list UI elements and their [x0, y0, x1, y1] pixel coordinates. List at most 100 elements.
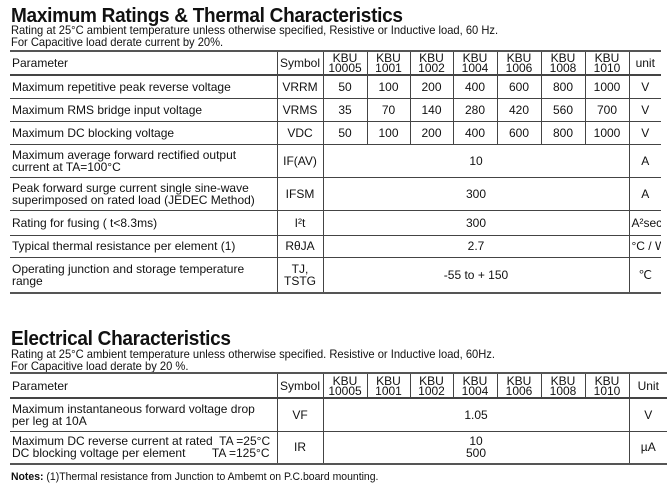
row-value: 100 — [366, 121, 411, 145]
header-row: Parameter Symbol KBU 10005 KBU 1001 KBU 1002 KBU… — [10, 50, 661, 76]
row-unit: V — [628, 75, 661, 99]
header-model: KBU 1006 — [496, 50, 542, 76]
notes: Notes: (1)Thermal resistance from Juncti… — [11, 471, 378, 483]
header-model: KBU 10005 — [322, 50, 368, 76]
model-number: 1008 — [549, 61, 577, 75]
table-row: Rating for fusing ( t<8.3ms) I²t 300 A²sec — [10, 210, 661, 236]
model-number: 1008 — [549, 383, 577, 398]
table-row: Typical thermal resistance per element (… — [10, 235, 661, 258]
header-model: KBU 1008 — [540, 50, 586, 76]
table-row: Maximum DC reverse current at rated TA =… — [10, 431, 667, 465]
row-value: 400 — [452, 121, 498, 145]
notes-text: (1)Thermal resistance from Junction to A… — [43, 471, 379, 483]
row-parameter: Maximum instantaneous forward voltage dr… — [10, 398, 278, 432]
row-parameter: Maximum average forward rectified output… — [10, 144, 278, 178]
row-symbol: VDC — [276, 121, 324, 145]
header-model: KBU 1010 — [584, 50, 630, 76]
model-prefix: KBU — [462, 51, 488, 65]
row-value: 50 — [322, 75, 368, 99]
row-value: 1000 — [584, 121, 630, 145]
row-unit: µA — [628, 431, 667, 465]
header-model: KBU 1010 — [584, 372, 630, 399]
row-unit: V — [628, 121, 661, 145]
model-number: 1006 — [505, 61, 533, 75]
row-symbol: RθJA — [276, 235, 324, 258]
model-prefix: KBU — [550, 373, 576, 388]
table-row: Operating junction and storage temperatu… — [10, 257, 661, 294]
electrical-subtitle-2: For Capacitive load derate by 20 %. — [11, 359, 189, 373]
row-unit: A — [628, 177, 661, 211]
row-symbol: VRMS — [276, 98, 324, 122]
model-number: 1004 — [461, 61, 489, 75]
row-value: 300 — [322, 177, 630, 211]
row-value: 200 — [409, 75, 454, 99]
model-number: 1010 — [593, 383, 621, 398]
header-parameter: Parameter — [10, 372, 278, 399]
header-model: KBU 1001 — [366, 372, 411, 399]
model-number: 1002 — [418, 383, 445, 398]
row-value: 140 — [409, 98, 454, 122]
row-parameter: Operating junction and storage temperatu… — [10, 257, 278, 294]
header-model: KBU 1008 — [540, 372, 586, 399]
row-parameter: Maximum RMS bridge input voltage — [10, 98, 278, 122]
header-symbol: Symbol — [276, 50, 324, 76]
header-symbol: Symbol — [276, 372, 324, 399]
row-value: 35 — [322, 98, 368, 122]
header-row: Parameter Symbol KBU 10005 KBU 1001 KBU 1002 KBU… — [10, 372, 667, 399]
row-symbol: TJ, TSTG — [276, 257, 324, 294]
model-number: 1001 — [375, 383, 402, 398]
electrical-table: Parameter Symbol KBU 10005 KBU 1001 KBU 1002 KBU… — [10, 372, 667, 465]
table-row: Maximum repetitive peak reverse voltage V… — [10, 75, 661, 99]
row-unit: V — [628, 98, 661, 122]
row-value: 800 — [540, 75, 586, 99]
model-number: 10005 — [328, 61, 362, 75]
row-symbol: I²t — [276, 210, 324, 236]
row-value: 420 — [496, 98, 542, 122]
row-parameter: Maximum DC reverse current at rated TA =… — [10, 431, 278, 465]
header-unit: Unit — [628, 372, 667, 399]
row-parameter: Rating for fusing ( t<8.3ms) — [10, 210, 278, 236]
row-value: 1000 — [584, 75, 630, 99]
row-value: 300 — [322, 210, 630, 236]
model-prefix: KBU — [332, 51, 358, 65]
row-value: 400 — [452, 75, 498, 99]
table-row: Maximum DC blocking voltage VDC 50 100 200 40… — [10, 121, 661, 145]
row-value: 600 — [496, 75, 542, 99]
row-symbol: IR — [276, 431, 324, 465]
notes-label: Notes: — [11, 471, 44, 483]
row-parameter: Typical thermal resistance per element (… — [10, 235, 278, 258]
row-symbol: IF(AV) — [276, 144, 324, 178]
header-model: KBU 10005 — [322, 372, 368, 399]
model-prefix: KBU — [550, 51, 576, 65]
header-unit: unit — [628, 50, 661, 76]
row-unit: ℃ — [628, 257, 661, 294]
table-row: Maximum instantaneous forward voltage dr… — [10, 398, 667, 432]
row-unit: °C / W — [628, 235, 661, 258]
electrical-subtitle-1: Rating at 25°C ambient temperature unles… — [11, 347, 495, 361]
row-parameter: Maximum repetitive peak reverse voltage — [10, 75, 278, 99]
row-value: 70 — [366, 98, 411, 122]
model-number: 1001 — [375, 61, 402, 75]
model-prefix: KBU — [419, 51, 444, 65]
model-prefix: KBU — [594, 373, 620, 388]
max-ratings-subtitle-2: For Capacitive load derate current by 20… — [11, 35, 224, 49]
row-unit: A²sec — [628, 210, 661, 236]
max-ratings-subtitle-1: Rating at 25°C ambient temperature unles… — [11, 23, 499, 37]
table-row: Peak forward surge current single sine-w… — [10, 177, 661, 211]
row-value: 10 — [322, 144, 630, 178]
row-symbol: IFSM — [276, 177, 324, 211]
model-prefix: KBU — [419, 373, 444, 388]
row-value: 2.7 — [322, 235, 630, 258]
row-unit: V — [628, 398, 667, 432]
model-prefix: KBU — [376, 373, 401, 388]
model-prefix: KBU — [376, 51, 401, 65]
row-symbol: VRRM — [276, 75, 324, 99]
electrical-title: Electrical Characteristics — [11, 328, 231, 350]
row-value: -55 to + 150 — [322, 257, 630, 294]
model-prefix: KBU — [332, 373, 358, 388]
row-value: 200 — [409, 121, 454, 145]
row-value: 280 — [452, 98, 498, 122]
header-model: KBU 1002 — [409, 372, 454, 399]
model-prefix: KBU — [462, 373, 488, 388]
row-value: 50 — [322, 121, 368, 145]
